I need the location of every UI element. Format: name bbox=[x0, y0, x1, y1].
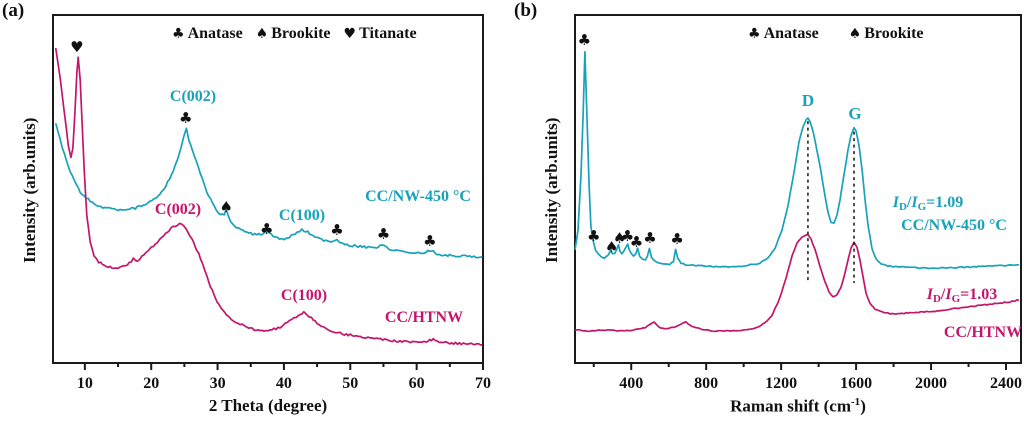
series-label-ccnw450-b: CC/NW-450 °C bbox=[901, 217, 1007, 234]
phase-marker-icon: ♣ bbox=[179, 109, 192, 127]
x-axis-label-b-post: ) bbox=[860, 396, 866, 416]
ratio-value: =1.03 bbox=[960, 286, 998, 303]
x-tick-label: 60 bbox=[409, 375, 425, 392]
legend-item-brookite: ♠ Brookite bbox=[256, 25, 331, 43]
curve-cc-nw-450-c bbox=[574, 50, 1019, 270]
g-band-label: G bbox=[848, 104, 862, 123]
x-tick-label: 2000 bbox=[915, 375, 947, 392]
x-tick-label: 20 bbox=[143, 375, 159, 392]
legend-label: Titanate bbox=[359, 25, 417, 42]
plot-frame-a bbox=[52, 14, 484, 364]
legend-item-brookite: ♠ Brookite bbox=[849, 25, 924, 43]
ratio-i2: I bbox=[911, 194, 918, 211]
legend-item-anatase: ♣ Anatase bbox=[748, 25, 819, 43]
ratio-s2: G bbox=[951, 293, 961, 305]
series-label-ccnw450-a: CC/NW-450 °C bbox=[365, 188, 471, 205]
x-tick-label: 40 bbox=[276, 375, 292, 392]
phase-marker-icon: ♠ bbox=[613, 229, 626, 247]
peak-label-c002-top: C(002) bbox=[169, 88, 217, 105]
phase-marker-icon: ♥ bbox=[70, 38, 83, 56]
series-label-cchtnw-a: CC/HTNW bbox=[384, 309, 464, 326]
plot-frame-b bbox=[574, 14, 1022, 364]
ratio-s2: G bbox=[917, 201, 927, 213]
phase-marker-icon: ♣ bbox=[670, 230, 683, 248]
phase-marker-icon: ♣ bbox=[643, 229, 656, 247]
ratio-value: =1.09 bbox=[926, 194, 964, 211]
club-icon: ♣ bbox=[748, 26, 761, 42]
ratio-slash: / bbox=[906, 194, 912, 211]
x-tick-label: 800 bbox=[694, 375, 718, 392]
phase-marker-icon: ♣ bbox=[377, 225, 390, 243]
legend-panel-b: ♣ Anatase ♠ Brookite bbox=[748, 25, 954, 43]
x-axis-label-b: Raman shift (cm-1) bbox=[575, 396, 1021, 417]
x-axis-label-b-sup: -1 bbox=[851, 396, 861, 408]
series-label-cchtnw-b: CC/HTNW bbox=[943, 324, 1023, 341]
x-tick-label: 1600 bbox=[840, 375, 872, 392]
ratio-slash: / bbox=[940, 286, 946, 303]
x-tick-label: 30 bbox=[210, 375, 226, 392]
peak-label-c100-top: C(100) bbox=[278, 207, 326, 224]
x-tick-label: 10 bbox=[77, 375, 93, 392]
legend-item-anatase: ♣ Anatase bbox=[172, 25, 243, 43]
ratio-s1: D bbox=[932, 293, 941, 305]
phase-marker-icon: ♣ bbox=[330, 221, 343, 239]
curve-cc-htnw bbox=[574, 233, 1019, 333]
peak-label-c002-bottom: C(002) bbox=[154, 201, 202, 218]
spade-icon: ♠ bbox=[848, 26, 862, 42]
heart-icon: ♥ bbox=[343, 26, 357, 42]
ratio-i1: I bbox=[892, 194, 899, 211]
phase-marker-icon: ♣ bbox=[578, 31, 591, 49]
x-tick-label: 400 bbox=[619, 375, 643, 392]
curve-cc-nw-450-c bbox=[54, 123, 483, 259]
id-ig-ratio-top: ID/IG=1.09 bbox=[893, 194, 964, 213]
phase-marker-icon: ♣ bbox=[587, 227, 600, 245]
ratio-i2: I bbox=[945, 286, 952, 303]
panel-b-tag: (b) bbox=[514, 0, 538, 21]
legend-label: Brookite bbox=[271, 25, 331, 42]
spade-icon: ♠ bbox=[255, 26, 269, 42]
legend-panel-a: ♣ Anatase ♠ Brookite ♥ Titanate bbox=[172, 25, 430, 43]
x-tick-label: 1200 bbox=[765, 375, 797, 392]
ratio-i1: I bbox=[926, 286, 933, 303]
y-axis-label-b: Intensity (arb.units) bbox=[542, 117, 561, 264]
peak-label-c100-bottom: C(100) bbox=[280, 287, 328, 304]
id-ig-ratio-bottom: ID/IG=1.03 bbox=[927, 286, 998, 305]
phase-marker-icon: ♣ bbox=[621, 227, 634, 245]
phase-marker-icon: ♣ bbox=[260, 220, 273, 238]
club-icon: ♣ bbox=[172, 26, 185, 42]
ratio-s1: D bbox=[898, 201, 907, 213]
x-axis-label-a: 2 Theta (degree) bbox=[208, 396, 328, 415]
curve-cc-htnw bbox=[54, 47, 483, 346]
phase-marker-icon: ♣ bbox=[423, 232, 436, 250]
legend-label: Anatase bbox=[763, 25, 819, 42]
legend-label: Anatase bbox=[187, 25, 243, 42]
phase-marker-icon: ♠ bbox=[219, 198, 232, 216]
panel-a-tag: (a) bbox=[2, 0, 25, 21]
y-axis-label-a: Intensity (arb.units) bbox=[20, 117, 39, 264]
x-tick-label: 50 bbox=[342, 375, 358, 392]
legend-item-titanate: ♥ Titanate bbox=[344, 25, 417, 43]
phase-marker-icon: ♣ bbox=[630, 233, 643, 251]
x-axis-label-b-pre: Raman shift (cm bbox=[730, 396, 852, 416]
legend-label: Brookite bbox=[864, 25, 924, 42]
x-tick-label: 2400 bbox=[990, 375, 1022, 392]
phase-marker-icon: ♠ bbox=[605, 238, 618, 256]
x-tick-label: 70 bbox=[475, 375, 491, 392]
d-band-label: D bbox=[801, 91, 815, 110]
